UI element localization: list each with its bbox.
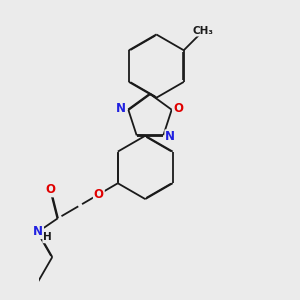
Text: O: O [94,188,104,201]
Text: N: N [165,130,176,143]
Text: CH₃: CH₃ [193,26,214,36]
Text: O: O [45,183,56,196]
Text: N: N [116,102,126,115]
Text: H: H [43,232,52,242]
Text: N: N [33,225,43,238]
Text: O: O [173,102,183,115]
